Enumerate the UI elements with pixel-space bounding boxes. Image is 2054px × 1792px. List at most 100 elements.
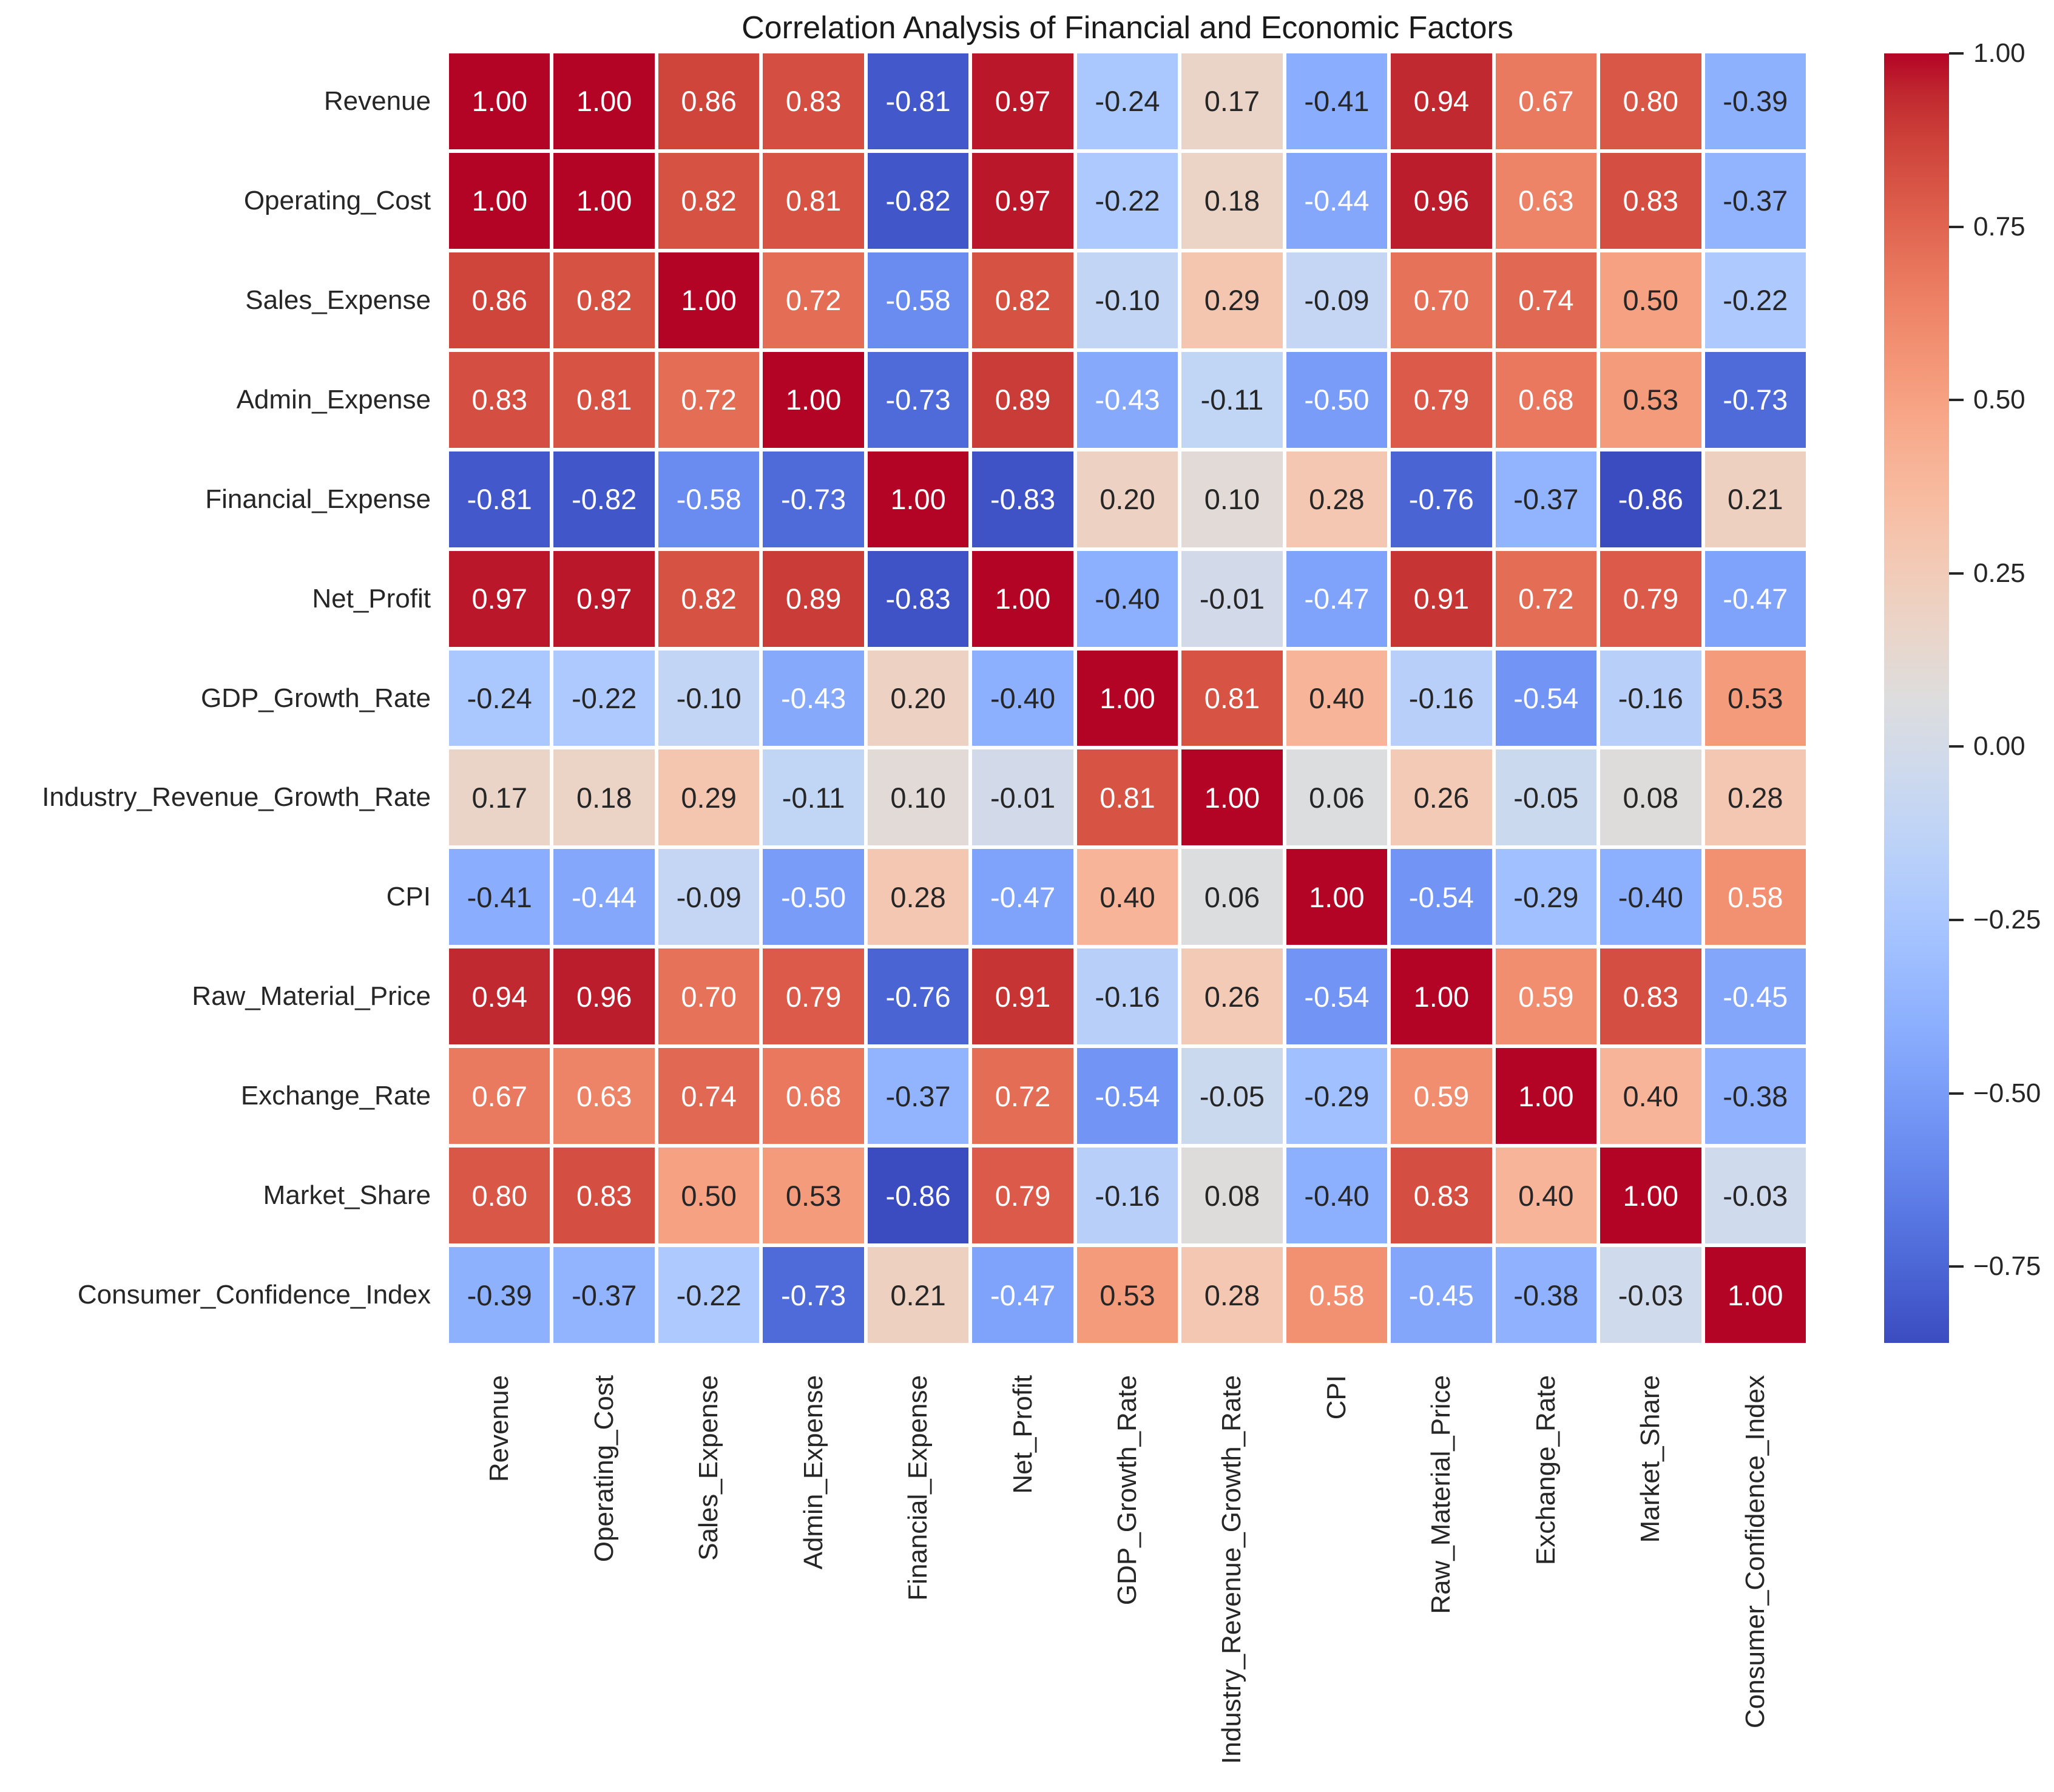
cell-value: 0.28: [1204, 1279, 1260, 1311]
heatmap-cell: 0.59: [1495, 948, 1597, 1045]
cell-value: 0.89: [785, 583, 842, 615]
cell-value: -0.01: [990, 781, 1056, 814]
cell-value: 0.21: [890, 1279, 946, 1311]
heatmap-cell: -0.40: [1076, 550, 1178, 647]
cell-value: -0.54: [1513, 681, 1579, 714]
cell-value: 0.79: [995, 1179, 1051, 1212]
colorbar-tick: [1949, 52, 1964, 55]
cell-value: 0.10: [1204, 483, 1260, 516]
heatmap-cell: 1.00: [1495, 1048, 1597, 1145]
x-axis-label: Market_Share: [1635, 1375, 1666, 1543]
cell-value: 0.91: [1413, 583, 1470, 615]
heatmap-cell: -0.40: [1600, 849, 1701, 945]
cell-value: 0.82: [681, 184, 737, 217]
cell-value: 0.58: [1309, 1279, 1365, 1311]
cell-value: 1.00: [1100, 681, 1155, 714]
heatmap-cell: 1.00: [1391, 948, 1492, 1045]
heatmap-cell: 0.82: [658, 152, 760, 249]
x-axis-label: Operating_Cost: [589, 1375, 619, 1563]
colorbar-tick-label: −0.75: [1973, 1251, 2041, 1282]
cell-value: -0.10: [1095, 284, 1160, 317]
cell-value: -0.73: [781, 1279, 846, 1311]
x-axis-label: CPI: [1321, 1375, 1351, 1420]
cell-value: 0.97: [995, 184, 1051, 217]
cell-value: 0.53: [1623, 384, 1679, 416]
heatmap-cell: -0.47: [972, 1247, 1073, 1343]
cell-value: -0.58: [676, 483, 742, 516]
heatmap-cell: -0.44: [553, 849, 655, 945]
heatmap-cell: 0.79: [1391, 351, 1492, 448]
y-axis-label: Operating_Cost: [243, 185, 431, 215]
cell-value: -0.54: [1095, 1080, 1160, 1112]
cell-value: -0.38: [1513, 1279, 1579, 1311]
heatmap-cell: 0.79: [763, 948, 864, 1045]
y-axis-label: Admin_Expense: [236, 384, 431, 414]
cell-value: 0.97: [576, 583, 632, 615]
cell-value: 0.63: [1518, 184, 1574, 217]
cell-value: -0.09: [676, 881, 742, 913]
cell-value: 0.96: [576, 980, 632, 1013]
cell-value: -0.40: [1095, 583, 1160, 615]
heatmap-cell: -0.44: [1286, 152, 1388, 249]
colorbar-tick-label: −0.50: [1973, 1078, 2041, 1108]
cell-value: 0.68: [1518, 384, 1574, 416]
heatmap-cell: 0.58: [1704, 849, 1806, 945]
heatmap-cell: 0.21: [1704, 451, 1806, 547]
heatmap-cell: -0.39: [449, 1247, 550, 1343]
cell-value: 1.00: [1518, 1080, 1574, 1112]
cell-value: -0.41: [467, 881, 532, 913]
heatmap-cell: 0.06: [1286, 749, 1388, 846]
heatmap-cell: -0.54: [1286, 948, 1388, 1045]
heatmap-cell: -0.16: [1391, 650, 1492, 746]
colorbar-tick-label: 0.50: [1973, 385, 2025, 415]
cell-value: -0.29: [1304, 1080, 1370, 1112]
heatmap-cell: -0.22: [658, 1247, 760, 1343]
cell-value: 1.00: [1623, 1179, 1679, 1212]
heatmap-cell: -0.16: [1076, 948, 1178, 1045]
colorbar-gradient: [1884, 53, 1949, 1343]
heatmap-cell: -0.47: [972, 849, 1073, 945]
cell-value: -0.37: [572, 1279, 637, 1311]
heatmap-cell: -0.86: [1600, 451, 1701, 547]
heatmap-cell: -0.41: [1286, 53, 1388, 149]
heatmap-cell: 0.83: [763, 53, 864, 149]
colorbar-tick-label: 1.00: [1973, 38, 2025, 68]
cell-value: 0.40: [1309, 681, 1365, 714]
colorbar-tick-label: 0.25: [1973, 558, 2025, 588]
y-axis-label: Exchange_Rate: [240, 1081, 431, 1111]
heatmap-cell: 0.29: [1181, 252, 1283, 348]
heatmap-cell: 0.96: [553, 948, 655, 1045]
x-axis-label: Net_Profit: [1007, 1375, 1038, 1494]
heatmap-cell: 1.00: [449, 152, 550, 249]
heatmap-cell: 0.06: [1181, 849, 1283, 945]
heatmap-cell: 0.74: [658, 1048, 760, 1145]
cell-value: -0.83: [990, 483, 1056, 516]
cell-value: 1.00: [1728, 1279, 1783, 1311]
cell-value: -0.50: [1304, 384, 1370, 416]
heatmap-cell: 0.53: [1076, 1247, 1178, 1343]
cell-value: -0.22: [676, 1279, 742, 1311]
heatmap-cell: -0.58: [867, 252, 969, 348]
cell-value: -0.73: [1723, 384, 1788, 416]
heatmap-cell: -0.16: [1600, 650, 1701, 746]
heatmap-cell: 0.81: [1076, 749, 1178, 846]
heatmap-cell: 0.68: [1495, 351, 1597, 448]
cell-value: 0.20: [1100, 483, 1155, 516]
cell-value: -0.16: [1408, 681, 1474, 714]
heatmap-cell: -0.22: [1704, 252, 1806, 348]
cell-value: -0.47: [990, 881, 1056, 913]
heatmap-cell: -0.22: [1076, 152, 1178, 249]
cell-value: -0.37: [885, 1080, 951, 1112]
cell-value: -0.76: [1408, 483, 1474, 516]
cell-value: 0.28: [1309, 483, 1365, 516]
cell-value: -0.76: [885, 980, 951, 1013]
cell-value: 0.72: [1518, 583, 1574, 615]
heatmap-cell: 0.83: [1600, 152, 1701, 249]
heatmap-cell: 0.10: [867, 749, 969, 846]
cell-value: 1.00: [890, 483, 946, 516]
cell-value: -0.22: [1723, 284, 1788, 317]
heatmap-cell: -0.40: [1286, 1148, 1388, 1244]
cell-value: 0.96: [1413, 184, 1470, 217]
heatmap-cell: 0.63: [1495, 152, 1597, 249]
cell-value: 0.50: [681, 1179, 737, 1212]
